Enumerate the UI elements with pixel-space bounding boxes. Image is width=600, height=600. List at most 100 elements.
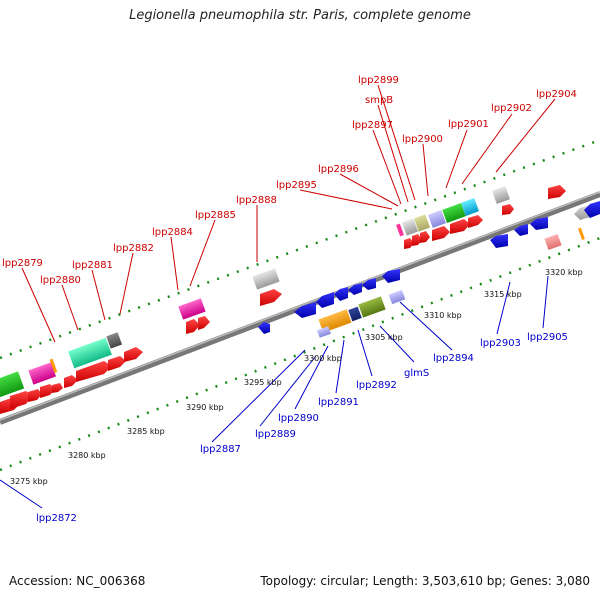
gene-label: lpp2887 [200,444,241,455]
reverse-label-leaders [0,275,549,509]
gene-arrow [198,316,210,330]
scale-labels: 3275 kbp 3280 kbp 3285 kbp 3290 kbp 3295… [10,268,583,486]
gene-arrow [404,238,414,249]
leader-line [496,281,511,335]
gene-arrow [10,391,32,409]
gene-label: lpp2900 [402,134,443,145]
gene-block [413,214,431,232]
leader-line [372,129,402,205]
gene-label: lpp2884 [152,227,193,238]
leader-line [542,275,549,329]
scale-label: 3320 kbp [545,268,583,277]
bottom-scale-ticks [0,236,600,472]
gene-label: lpp2890 [278,413,319,424]
forward-label-leaders [21,84,556,343]
gene-block [106,332,123,349]
leader-line [211,349,306,443]
gene-label: lpp2882 [113,243,154,254]
gene-arrow [514,224,528,236]
gene-label: lpp2899 [358,75,399,86]
forward-genes [0,185,566,414]
genome-backbone-highlight [0,191,600,421]
gene-arrow [108,356,126,371]
reverse-gene-labels: lpp2872 lpp2887 lpp2889 lpp2890 lpp2891 … [36,332,568,524]
gene-label: lpp2904 [536,89,577,100]
top-scale-ticks [0,138,600,360]
leader-line [119,252,134,315]
gene-arrow [502,204,514,215]
gene-label: lpp2894 [433,353,474,364]
gene-arrow [186,319,200,334]
gene-label: lpp2879 [2,258,43,269]
gene-arrow [258,322,270,334]
gene-block [388,289,406,305]
gene-label: lpp2872 [36,513,77,524]
gene-arrow [40,384,55,398]
gene-label: lpp2881 [72,260,113,271]
gene-label: lpp2903 [480,338,521,349]
leader-line [339,173,399,207]
gene-label: lpp2895 [276,180,317,191]
gene-block [428,210,446,228]
gene-label: lpp2880 [40,275,81,286]
gene-label: lpp2891 [318,397,359,408]
gene-label: lpp2896 [318,164,359,175]
gene-arrow [260,289,282,306]
leader-line [170,236,179,291]
leader-line [495,98,556,173]
map-title: Legionella pneumophila str. Paris, compl… [129,8,471,23]
leader-line [461,113,513,185]
gene-arrow [530,217,548,230]
gene-label: lpp2897 [352,120,393,131]
gene-arrow [124,347,143,362]
gene-block [68,337,112,369]
leader-line [21,267,56,343]
gene-arrow [28,389,42,402]
scale-label: 3285 kbp [127,427,165,436]
gene-block [396,223,404,237]
leader-line [422,143,429,197]
gene-block [49,358,58,373]
leader-line [399,301,453,351]
gene-block [578,227,585,240]
forward-gene-labels: lpp2879 lpp2880 lpp2881 lpp2882 lpp2884 … [2,75,577,286]
gene-block [28,362,57,385]
gene-block [401,218,419,236]
leader-line [377,84,416,201]
gene-block [544,233,562,251]
gene-arrow [548,185,566,199]
gene-block [316,326,332,338]
gene-arrow [362,278,376,290]
gene-arrow [450,219,470,234]
gene-label: glmS [404,368,429,379]
genome-stats-label: Topology: circular; Length: 3,503,610 bp… [260,574,590,588]
leader-line [259,355,317,427]
gene-label: lpp2885 [195,210,236,221]
leader-line [299,189,393,210]
gene-arrow [432,226,450,241]
leader-line [445,129,468,189]
scale-label: 3280 kbp [68,451,106,460]
gene-label: lpp2892 [356,380,397,391]
gene-label: lpp2902 [491,103,532,114]
gene-arrow [468,215,483,228]
gene-block [178,298,206,320]
gene-arrow [76,361,112,382]
leader-line [294,345,329,410]
gene-arrow [348,283,362,295]
gene-label: lpp2888 [236,195,277,206]
gene-arrow [420,231,430,243]
scale-label: 3310 kbp [424,311,462,320]
gene-block [0,371,25,399]
gene-label: lpp2889 [255,429,296,440]
scale-label: 3275 kbp [10,477,48,486]
gene-arrow [382,269,400,283]
gene-arrow [294,302,316,318]
accession-label: Accession: NC_006368 [9,574,146,588]
gene-block [461,198,479,216]
gene-block [492,186,510,204]
gene-block [358,296,386,318]
gene-label: lpp2905 [527,332,568,343]
leader-line [379,325,415,363]
scale-label: 3315 kbp [484,290,522,299]
